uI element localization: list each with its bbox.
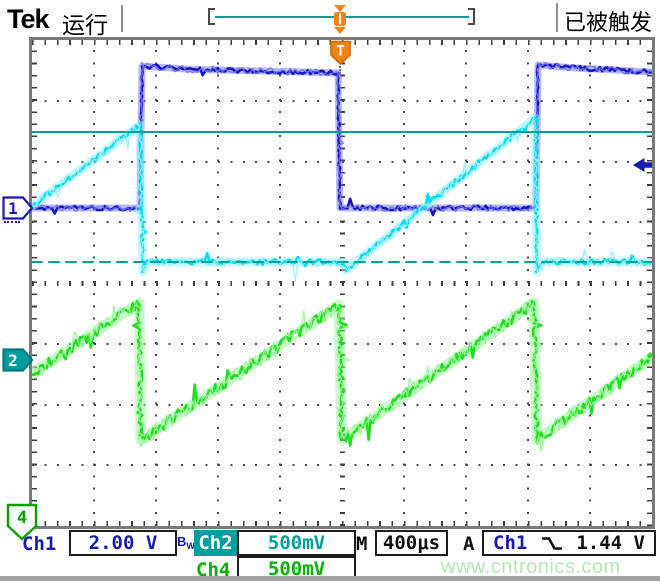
ch1-readout-label: Ch1 — [22, 533, 57, 555]
timebase-value: 400μs — [375, 530, 448, 556]
ch2-scale-value: 500mV — [237, 530, 356, 556]
bottom-edge — [0, 576, 660, 581]
record-view-bracket-right — [468, 8, 475, 25]
trigger-readout-label: A — [463, 533, 475, 555]
trigger-level-arrow-icon — [632, 156, 653, 179]
acquisition-status: 运行 — [62, 12, 108, 38]
waveform-canvas — [32, 61, 652, 452]
ch1-marker-dots — [4, 221, 20, 223]
svg-text:1: 1 — [8, 199, 18, 218]
record-view-bracket-left — [208, 8, 215, 25]
trigger-position-marker-icon — [330, 4, 350, 40]
trigger-readout: Ch1 1.44 V — [482, 530, 656, 556]
bandwidth-limit-badge: BW — [177, 534, 195, 551]
ch1-scale-value: 2.00 V — [69, 530, 177, 556]
svg-text:2: 2 — [8, 351, 18, 370]
timebase-readout-label: M — [356, 533, 368, 555]
trigger-status-label: 已被触发 — [564, 10, 653, 35]
svg-text:4: 4 — [17, 508, 27, 528]
ch4-readout-label: Ch4 — [196, 559, 231, 581]
svg-text:T: T — [336, 44, 344, 60]
tek-logo: Tek — [7, 4, 50, 34]
ch4-trace — [32, 297, 652, 452]
falling-edge-icon — [541, 536, 562, 550]
trigger-flag-descender — [339, 66, 341, 74]
trigger-point-flag-icon: T — [329, 40, 352, 71]
header-divider — [121, 5, 123, 32]
watermark: www.cntronics.com — [441, 556, 621, 578]
trigger-source: Ch1 — [493, 532, 528, 554]
ch1-ground-marker: 1 — [2, 196, 35, 226]
ch4-ground-marker: 4 — [6, 503, 40, 548]
header-divider-right — [556, 3, 558, 32]
ch2-readout-label: Ch2 — [194, 530, 237, 556]
trigger-level-value: 1.44 V — [576, 532, 645, 554]
ch2-ground-marker: 2 — [2, 348, 35, 378]
graticule — [29, 37, 655, 529]
